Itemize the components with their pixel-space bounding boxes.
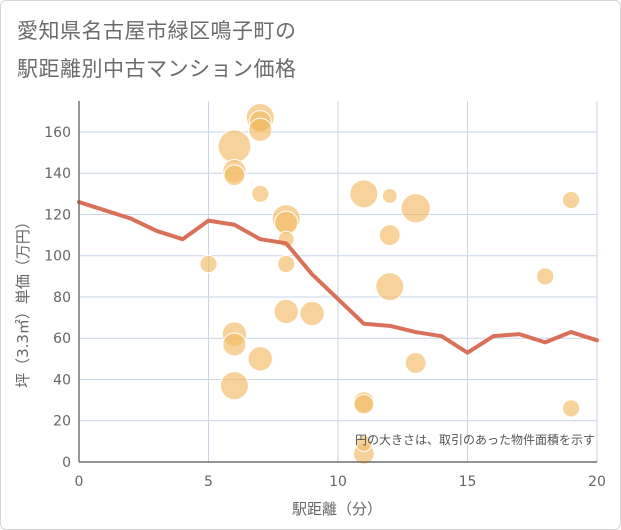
grid-lines (79, 101, 598, 462)
data-bubble (199, 254, 218, 274)
x-axis-label: 駅距離（分） (292, 500, 382, 518)
chart-title-line-2: 駅距離別中古マンション価格 (17, 57, 297, 81)
data-bubble (273, 298, 299, 325)
data-bubble (404, 352, 427, 374)
average-price-line (77, 200, 599, 355)
data-bubble (378, 224, 401, 246)
y-tick-label: 80 (53, 290, 71, 306)
y-axis-label: 坪（3.3㎡）単価（万円） (14, 214, 32, 388)
data-bubble (562, 399, 581, 418)
data-bubble (375, 272, 405, 302)
trend-line-layer (77, 200, 599, 355)
axes: 0 20 40 60 80 100 120 140 160 0 5 10 15 20 (44, 101, 606, 490)
data-bubble (562, 190, 581, 210)
data-bubble (251, 184, 270, 203)
data-bubble (247, 346, 273, 372)
size-note: 円の大きさは、取引のあった物件面積を示す (355, 432, 595, 447)
y-tick-label: 120 (44, 207, 71, 223)
y-tick-label: 20 (53, 414, 71, 430)
data-bubble (223, 164, 246, 187)
x-tick-label: 20 (588, 474, 606, 490)
data-bubble (299, 300, 325, 327)
data-bubble (248, 117, 273, 142)
chart-title-line-1: 愛知県名古屋市緑区鳴子町の (17, 19, 297, 43)
bubble-layer (199, 103, 581, 465)
y-tick-label: 60 (53, 331, 71, 347)
y-tick-label: 40 (53, 372, 71, 388)
data-bubble (353, 393, 375, 415)
y-tick-label: 140 (44, 166, 71, 182)
data-bubble (536, 267, 555, 286)
y-tick-label: 0 (62, 455, 71, 471)
data-bubble (381, 187, 398, 204)
y-tick-label: 160 (44, 125, 71, 141)
x-tick-label: 0 (75, 474, 84, 490)
data-bubble (349, 179, 379, 209)
data-bubble (217, 129, 252, 164)
x-tick-label: 10 (329, 474, 347, 490)
data-bubble (219, 371, 249, 401)
x-tick-label: 5 (204, 474, 213, 490)
data-bubble (277, 254, 296, 274)
data-bubble (400, 193, 431, 224)
data-bubble (222, 332, 247, 357)
data-bubble (355, 434, 373, 452)
y-tick-label: 100 (44, 249, 71, 265)
x-tick-label: 15 (459, 474, 477, 490)
